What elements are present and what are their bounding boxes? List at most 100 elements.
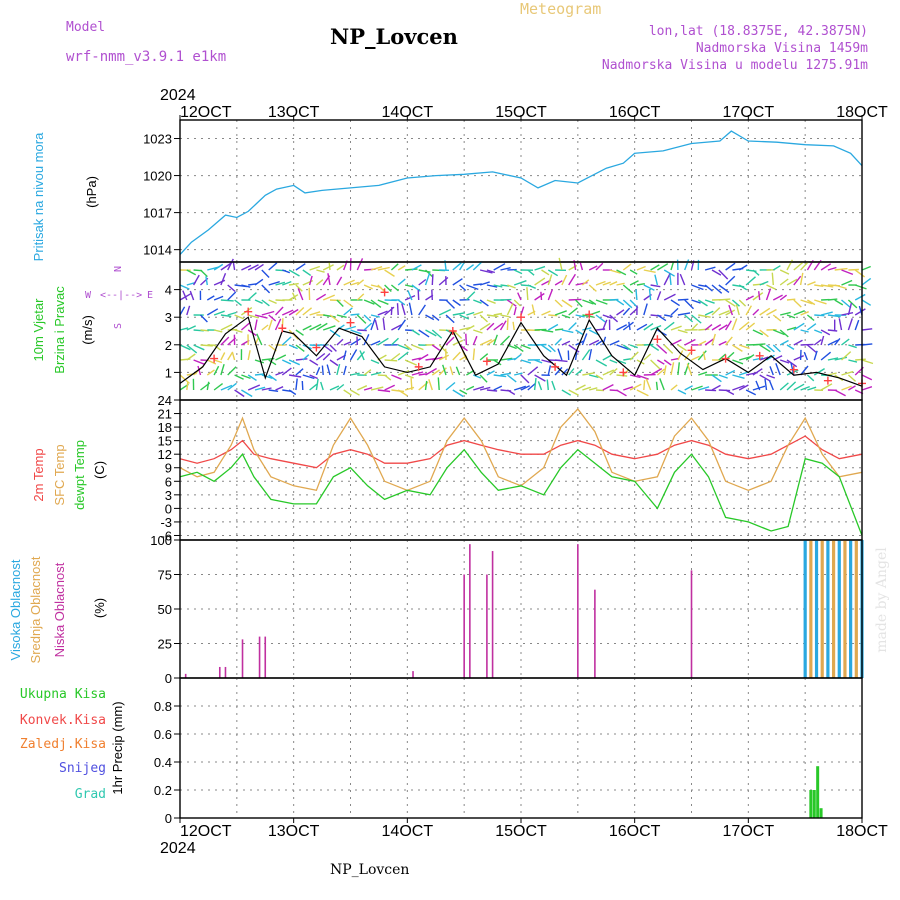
wind-arrow	[663, 293, 676, 301]
wind-arrow	[397, 344, 410, 351]
wind-arrow	[820, 335, 825, 346]
wind-arrow	[670, 384, 678, 391]
wind-arrow	[643, 269, 656, 273]
wind-arrow	[431, 289, 433, 301]
wind-arrow	[382, 318, 386, 331]
wind-arrow	[581, 349, 591, 361]
wind-arrow	[555, 328, 564, 331]
wind-arrow	[507, 389, 516, 396]
wind-arrow	[316, 322, 328, 331]
wind-arrow	[370, 386, 384, 391]
y-tick-label: 15	[158, 434, 172, 449]
wind-arrow	[834, 267, 848, 271]
wind-arrow	[207, 359, 217, 365]
wind-arrow	[582, 314, 594, 318]
wind-arrow	[718, 298, 731, 301]
wind-arrow	[322, 352, 331, 361]
wind-arrow	[848, 268, 859, 271]
wind-arrow	[493, 385, 503, 391]
wind-arrow	[775, 363, 781, 376]
y-tick-label: 0.6	[154, 727, 172, 742]
wind-arrow	[793, 310, 805, 316]
wind-arrow	[558, 257, 563, 271]
wind-arrow	[725, 309, 736, 316]
wind-arrow	[609, 314, 619, 323]
wind-arrow	[628, 321, 631, 331]
wind-arrow	[411, 344, 424, 351]
wind-arrow	[295, 329, 304, 336]
x-tick-label-bottom: 18OCT	[836, 823, 888, 840]
wind-arrow	[514, 372, 523, 376]
wind-arrow	[424, 272, 431, 286]
wind-arrow	[670, 325, 682, 331]
wind-arrow	[602, 383, 614, 391]
cloud-high-bar	[854, 540, 858, 678]
wind-arrow	[602, 354, 612, 361]
wind-arrow	[452, 278, 463, 286]
wind-arrow	[407, 290, 413, 301]
wind-arrow	[336, 299, 344, 307]
wind-arrow	[513, 306, 517, 316]
wind-arrow	[698, 314, 711, 318]
wind-arrow	[261, 299, 270, 307]
wind-arrow	[336, 338, 344, 346]
wind-arrow	[431, 314, 440, 321]
wind-arrow	[766, 374, 776, 379]
wind-arrow	[431, 329, 443, 339]
wind-arrow	[769, 366, 774, 376]
wind-arrow	[315, 378, 319, 391]
wind-arrow	[465, 333, 468, 346]
wind-arrow	[568, 307, 578, 316]
wind-arrow	[370, 314, 380, 318]
wind-arrows	[179, 257, 874, 398]
wind-arrow	[854, 308, 866, 316]
wind-arrow	[800, 261, 809, 271]
wind-arrow	[841, 351, 852, 361]
wind-arrow	[336, 314, 347, 318]
wind-arrow	[234, 389, 245, 398]
wind-arrow	[704, 324, 713, 331]
wind-arrow	[192, 274, 200, 286]
wind-arrow	[766, 344, 775, 353]
wind-arrow	[479, 338, 493, 346]
wind-arrow	[654, 274, 659, 286]
wind-arrow	[779, 382, 789, 391]
wind-arrow	[302, 354, 310, 361]
wind-arrow	[288, 269, 300, 277]
panel-precip: 0 0.2 0.4 0.6 0.8	[154, 677, 863, 826]
wind-arrow	[234, 314, 245, 320]
wind-arrow	[854, 293, 866, 301]
wind-arrow	[732, 359, 744, 365]
wind-arrow	[350, 372, 360, 376]
wind-arrow	[254, 299, 263, 304]
wind-arrow	[779, 339, 789, 346]
wind-arrow	[847, 374, 857, 382]
wind-arrow	[854, 284, 867, 290]
wind-gust-marker	[585, 310, 594, 319]
wind-arrow	[309, 359, 319, 366]
wind-arrow	[506, 302, 514, 316]
y-tick-label: 18	[158, 420, 172, 435]
cloud-low-bar	[241, 639, 244, 678]
wind-gust-marker	[448, 327, 457, 335]
wind-arrow	[329, 344, 337, 352]
wind-arrow	[220, 364, 225, 376]
cloud-high-bar	[803, 540, 807, 678]
wind-arrow	[623, 386, 634, 391]
wind-arrow	[404, 374, 414, 379]
wind-arrow	[404, 284, 414, 288]
wind-arrow	[861, 343, 873, 346]
wind-arrow	[384, 374, 392, 381]
wind-arrow	[418, 269, 431, 273]
wind-arrow	[616, 324, 628, 331]
cloud-low-bar	[224, 666, 227, 678]
wind-arrow	[417, 289, 420, 301]
wind-arrow	[397, 265, 406, 271]
wind-arrow	[752, 329, 763, 336]
wind-arrow	[268, 281, 280, 286]
wind-arrow	[533, 378, 537, 391]
wind-arrow	[745, 354, 755, 361]
wind-arrow	[527, 366, 539, 376]
y-tick-label: 0	[165, 671, 172, 686]
